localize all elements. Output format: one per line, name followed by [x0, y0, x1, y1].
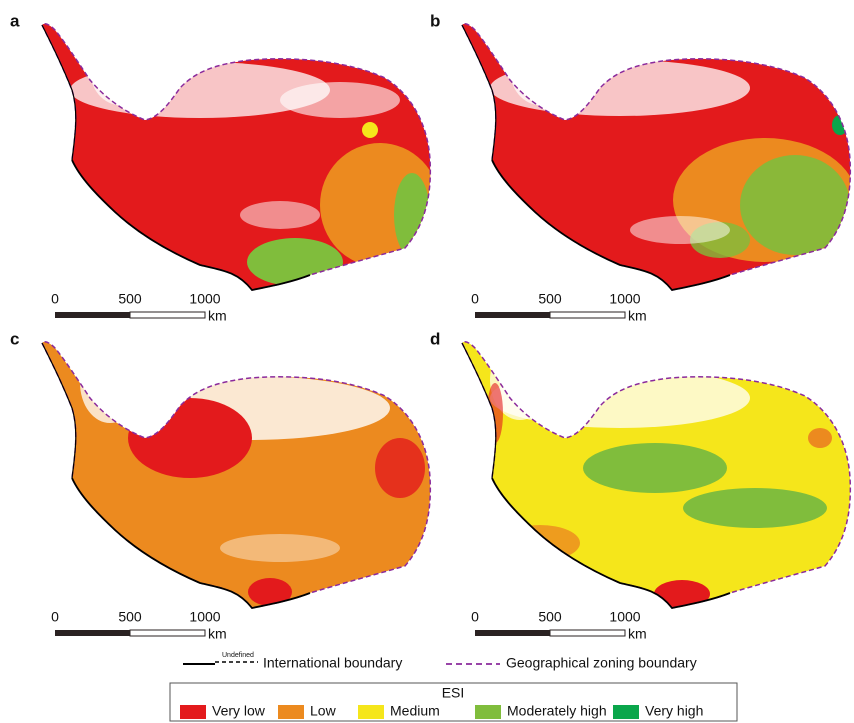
- legend-title: ESI: [442, 685, 465, 701]
- map-patch: [808, 428, 832, 448]
- scale-bar-light: [130, 312, 205, 318]
- map-patch: [80, 343, 140, 423]
- legend-swatch: [278, 705, 304, 719]
- map-patch: [220, 534, 340, 562]
- map-patch: [247, 238, 343, 286]
- map-patch: [683, 488, 827, 528]
- map-patch: [510, 35, 570, 105]
- legend-label: Very high: [645, 703, 703, 719]
- scale-label: 500: [118, 609, 142, 625]
- figure: a05001000kmb05001000kmc05001000kmd050010…: [0, 0, 854, 723]
- panel-label: a: [10, 11, 20, 30]
- scale-bar-dark: [475, 312, 550, 318]
- map-patch: [128, 398, 252, 478]
- map-area: [42, 342, 430, 608]
- scale-label: 1000: [189, 609, 220, 625]
- panel-label: c: [10, 329, 19, 348]
- scale-bar-dark: [55, 312, 130, 318]
- map-patch: [394, 173, 430, 257]
- map-patch: [375, 438, 425, 498]
- scale-label: 0: [51, 609, 59, 625]
- scale-label: 0: [51, 291, 59, 307]
- legend-swatch: [180, 705, 206, 719]
- map-patch: [90, 35, 150, 105]
- scale-label: 500: [538, 609, 562, 625]
- map-patch: [654, 580, 710, 608]
- scale-label: 1000: [189, 291, 220, 307]
- map-patch: [630, 216, 730, 244]
- scale-unit: km: [208, 308, 227, 324]
- scale-label: 500: [118, 291, 142, 307]
- map-patch: [740, 155, 850, 255]
- scale-label: 1000: [609, 291, 640, 307]
- scale-bar-light: [550, 630, 625, 636]
- panel-label: d: [430, 329, 440, 348]
- legend-swatch: [613, 705, 639, 719]
- scale-label: 0: [471, 609, 479, 625]
- map-patch: [583, 443, 727, 493]
- map-patch: [240, 201, 320, 229]
- scale-bar-dark: [55, 630, 130, 636]
- map-patch: [487, 383, 503, 443]
- boundary-legend: Undefined International boundary Geograp…: [183, 652, 697, 671]
- map-patch: [280, 82, 400, 118]
- scale-bar-dark: [475, 630, 550, 636]
- scale-bar-light: [130, 630, 205, 636]
- scale-label: 500: [538, 291, 562, 307]
- legend-label: Medium: [390, 703, 440, 719]
- map-area: [42, 24, 440, 290]
- scale-label: 1000: [609, 609, 640, 625]
- map-area: [462, 24, 854, 290]
- zoning-label: Geographical zoning boundary: [506, 655, 697, 671]
- scale-unit: km: [628, 626, 647, 642]
- scale-bar-light: [550, 312, 625, 318]
- legend-label: Moderately high: [507, 703, 607, 719]
- map-patch: [362, 122, 378, 138]
- map-area: [462, 340, 850, 608]
- legend-label: Low: [310, 703, 337, 719]
- international-label: International boundary: [263, 655, 402, 671]
- legend-label: Very low: [212, 703, 266, 719]
- scale-unit: km: [208, 626, 227, 642]
- esi-legend: ESI Very low Low Medium Moderately high Very…: [170, 683, 737, 721]
- legend-swatch: [475, 705, 501, 719]
- legend-swatch: [358, 705, 384, 719]
- scale-label: 0: [471, 291, 479, 307]
- scale-unit: km: [628, 308, 647, 324]
- panel-label: b: [430, 11, 440, 30]
- map-patch: [248, 578, 292, 606]
- undefined-label: Undefined: [222, 652, 254, 659]
- map-patch: [490, 60, 750, 116]
